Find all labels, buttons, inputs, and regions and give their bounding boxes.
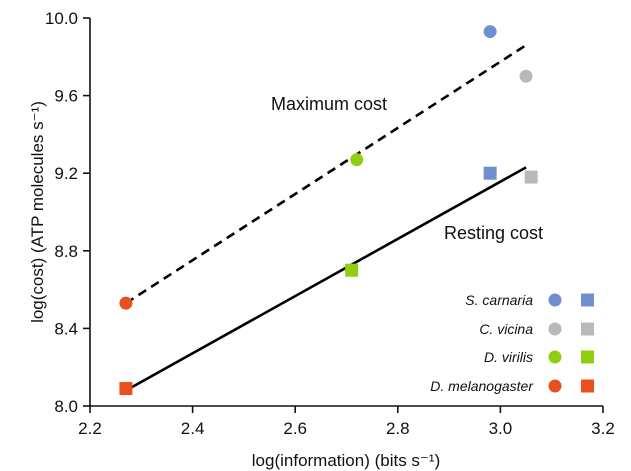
- legend-square-s-carnaria: [581, 293, 594, 307]
- annotation-resting-cost: Resting cost: [444, 223, 543, 243]
- x-tick-label: 2.4: [181, 419, 205, 438]
- y-tick-label: 8.0: [54, 397, 78, 416]
- x-tick-label: 2.8: [386, 419, 410, 438]
- point-max-d-melanogaster: [119, 296, 133, 310]
- y-tick-label: 8.8: [54, 242, 78, 261]
- legend-circle-s-carnaria: [548, 293, 562, 307]
- data-points: [119, 25, 538, 396]
- x-tick-label: 3.2: [591, 419, 615, 438]
- legend-label-c-vicina: C. vicina: [479, 321, 533, 337]
- point-rest-c-vicina: [524, 170, 538, 184]
- x-tick-label: 3.0: [489, 419, 513, 438]
- y-tick-label: 10.0: [45, 9, 78, 28]
- point-max-d-virilis: [350, 153, 364, 167]
- x-axis-title: log(information) (bits s⁻¹): [252, 451, 440, 470]
- y-tick-label: 8.4: [54, 319, 78, 338]
- y-tick-label: 9.6: [54, 87, 78, 106]
- resting-cost-fit-line: [125, 166, 527, 392]
- annotation-maximum-cost: Maximum cost: [271, 94, 387, 114]
- legend-circle-d-virilis: [548, 350, 562, 364]
- legend-label-d-melanogaster: D. melanogaster: [430, 378, 534, 394]
- legend-circle-c-vicina: [548, 322, 562, 336]
- y-axis-title: log(cost) (ATP molecules s⁻¹): [28, 101, 47, 323]
- point-max-s-carnaria: [483, 25, 497, 39]
- point-rest-s-carnaria: [483, 166, 497, 180]
- x-tick-label: 2.6: [283, 419, 307, 438]
- x-tick-label: 2.2: [78, 419, 102, 438]
- legend-label-d-virilis: D. virilis: [484, 349, 533, 365]
- legend-label-s-carnaria: S. carnaria: [465, 292, 533, 308]
- legend-square-d-virilis: [581, 350, 594, 364]
- point-max-c-vicina: [519, 69, 533, 83]
- axes: 2.2 2.4 2.6 2.8 3.0 3.2 8.0 8.4 8.8 9.2 9.6 10.0: [45, 9, 615, 438]
- maximum-cost-fit-line: [125, 44, 527, 305]
- legend-square-d-melanogaster: [581, 379, 594, 393]
- legend-square-c-vicina: [581, 322, 594, 336]
- legend-circle-d-melanogaster: [548, 379, 562, 393]
- y-tick-label: 9.2: [54, 164, 78, 183]
- point-rest-d-melanogaster: [119, 382, 133, 396]
- legend: S. carnaria C. vicina D. virilis D. melanog…: [430, 292, 594, 394]
- fit-lines: [125, 44, 527, 392]
- point-rest-d-virilis: [345, 263, 359, 277]
